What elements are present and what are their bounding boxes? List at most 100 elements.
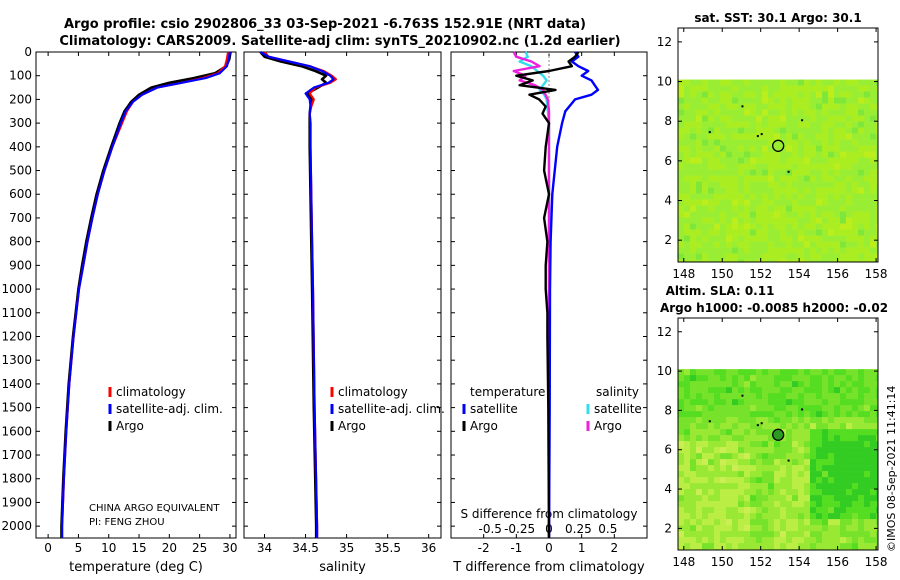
map-cell [864, 139, 871, 146]
map-cell [780, 169, 787, 176]
map-cell [708, 411, 715, 418]
map-cell [714, 405, 721, 412]
map-cell [786, 543, 793, 550]
map-cell [858, 453, 865, 460]
map-cell [810, 477, 817, 484]
map-cell [828, 429, 835, 436]
map-cell [732, 531, 739, 538]
map-cell [750, 211, 757, 218]
map-cell [678, 387, 685, 394]
map-cell [792, 387, 799, 394]
map-cell [816, 429, 823, 436]
map-cell [762, 121, 769, 128]
map-cell [846, 471, 853, 478]
map-cell [684, 477, 691, 484]
map-cell [870, 181, 877, 188]
map-cell [750, 97, 757, 104]
map-cell [858, 495, 865, 502]
map-cell [798, 229, 805, 236]
map-cell [756, 247, 763, 254]
map-cell [696, 507, 703, 514]
map-cell [732, 127, 739, 134]
map-cell [738, 387, 745, 394]
map-cell [744, 139, 751, 146]
map-cell [768, 151, 775, 158]
map-cell [792, 253, 799, 260]
map-cell [822, 223, 829, 230]
map-cell [822, 513, 829, 520]
map-cell [786, 537, 793, 544]
map-cell [678, 471, 685, 478]
map-cell [708, 85, 715, 92]
map-cell [804, 459, 811, 466]
y-tick-label: 1000 [1, 282, 32, 296]
map-cell [822, 543, 829, 550]
map-cell [768, 103, 775, 110]
map-cell [744, 133, 751, 140]
map-cell [852, 477, 859, 484]
map-cell [810, 253, 817, 260]
map-cell [738, 109, 745, 116]
map-cell [774, 507, 781, 514]
map-cell [822, 199, 829, 206]
map-cell [810, 393, 817, 400]
map-cell [798, 121, 805, 128]
map-cell [750, 259, 757, 263]
map-cell [762, 489, 769, 496]
map-cell [702, 519, 709, 526]
map-cell [714, 507, 721, 514]
map-cell [702, 435, 709, 442]
map-cell [804, 103, 811, 110]
map-cell [678, 163, 685, 170]
map-cell [792, 163, 799, 170]
map-cell [714, 247, 721, 254]
map-cell [768, 429, 775, 436]
map-cell [744, 121, 751, 128]
map-cell [870, 163, 877, 170]
map-cell [720, 441, 727, 448]
map-cell [864, 211, 871, 218]
map-cell [744, 97, 751, 104]
map-cell [816, 121, 823, 128]
map-cell [828, 79, 835, 86]
map-cell [876, 381, 879, 388]
map-cell [852, 453, 859, 460]
map-cell [792, 229, 799, 236]
map-cell [744, 447, 751, 454]
map-cell [798, 429, 805, 436]
map-cell [780, 157, 787, 164]
map-cell [756, 543, 763, 550]
map-cell [744, 145, 751, 152]
map-cell [738, 199, 745, 206]
map-cell [852, 465, 859, 472]
x-tick-label: 34 [257, 541, 272, 555]
map-cell [858, 199, 865, 206]
map-cell [840, 435, 847, 442]
map-cell [852, 399, 859, 406]
map-cell [864, 163, 871, 170]
map-cell [690, 417, 697, 424]
map-cell [714, 471, 721, 478]
map-cell [714, 151, 721, 158]
map-cell [732, 199, 739, 206]
map-cell [762, 199, 769, 206]
map-cell [750, 175, 757, 182]
map-cell [834, 477, 841, 484]
map-cell [690, 181, 697, 188]
map-cell [834, 369, 841, 376]
map-cell [816, 259, 823, 263]
map-cell [852, 91, 859, 98]
map-cell [768, 387, 775, 394]
map-cell [762, 205, 769, 212]
map-cell [864, 97, 871, 104]
map-cell [828, 453, 835, 460]
map-cell [834, 169, 841, 176]
map-cell [756, 447, 763, 454]
map-cell [738, 205, 745, 212]
map-cell [834, 115, 841, 122]
map-cell [732, 381, 739, 388]
map-cell [684, 381, 691, 388]
map-cell [702, 405, 709, 412]
map-cell [864, 459, 871, 466]
map-cell [750, 121, 757, 128]
